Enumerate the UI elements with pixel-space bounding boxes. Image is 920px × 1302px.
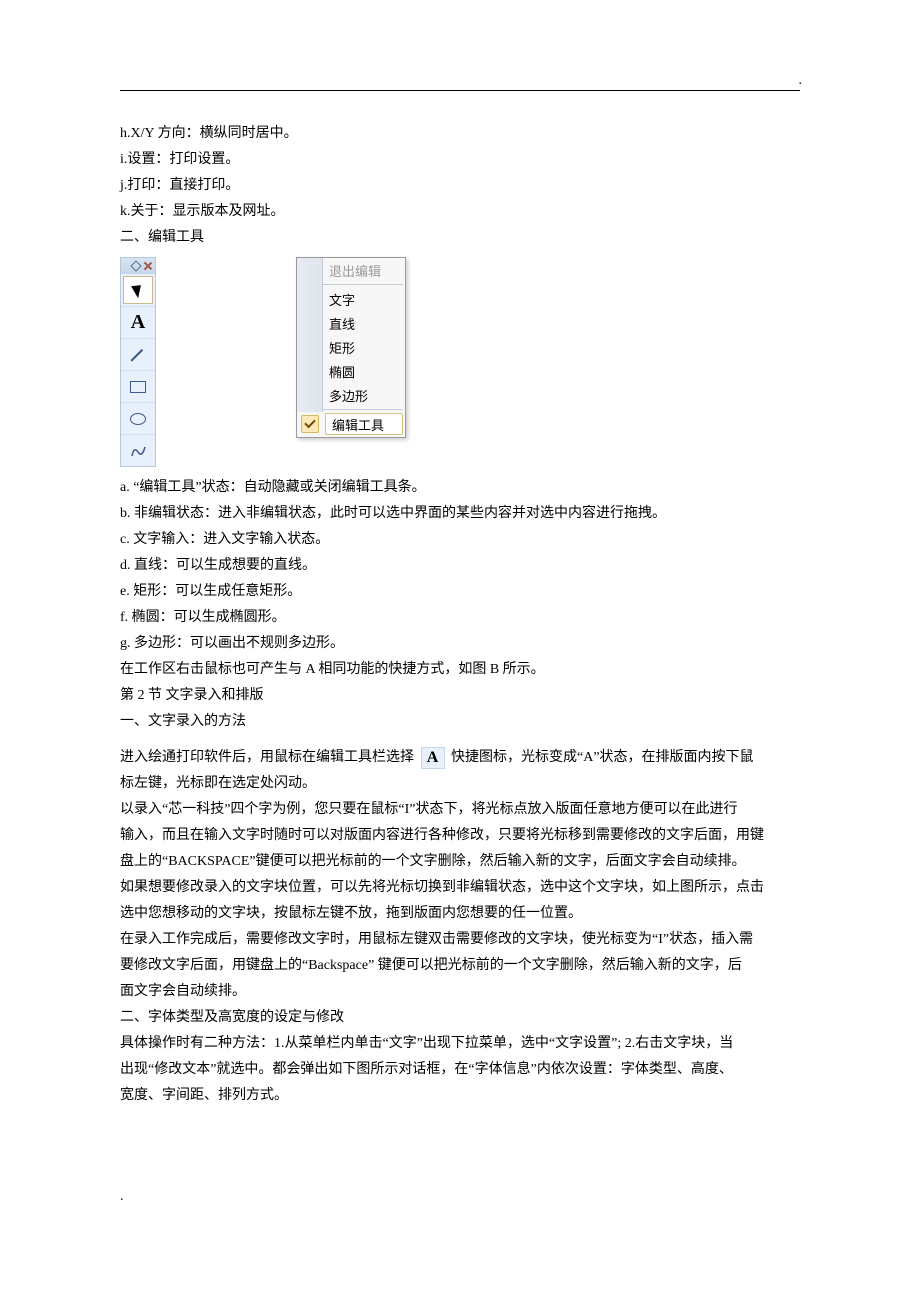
- menu-item-line[interactable]: 直线: [323, 311, 405, 335]
- rect-icon: [130, 381, 146, 393]
- desc-d: d. 直线：可以生成想要的直线。: [120, 553, 800, 579]
- toolbar-header: [121, 258, 155, 274]
- text-line: i.设置：打印设置。: [120, 147, 800, 173]
- figure-row: A 退出编辑 文字 直线 矩形 椭圆 多边形: [120, 257, 800, 467]
- tool-ellipse[interactable]: [121, 402, 155, 434]
- tool-polygon[interactable]: [121, 434, 155, 466]
- footer-dot: .: [120, 1189, 800, 1205]
- desc-f: f. 椭圆：可以生成椭圆形。: [120, 605, 800, 631]
- text-line: k.关于：显示版本及网址。: [120, 199, 800, 225]
- para-line: 选中您想移动的文字块，按鼠标左键不放，拖到版面内您想要的任一位置。: [120, 901, 800, 927]
- section2-sub2: 二、字体类型及高宽度的设定与修改: [120, 1005, 800, 1031]
- menu-item-rect[interactable]: 矩形: [323, 335, 405, 359]
- menu-item-text[interactable]: 文字: [323, 287, 405, 311]
- para-line: 在录入工作完成后，需要修改文字时，用鼠标左键双击需要修改的文字块，使光标变为“I…: [120, 927, 800, 953]
- para-line: 输入，而且在输入文字时随时可以对版面内容进行各种修改，只要将光标移到需要修改的文…: [120, 823, 800, 849]
- para-line: 进入绘通打印软件后，用鼠标在编辑工具栏选择 A 快捷图标，光标变成“A”状态，在…: [120, 745, 800, 771]
- para-text: 进入绘通打印软件后，用鼠标在编辑工具栏选择: [120, 750, 414, 765]
- para-text: 快捷图标，光标变成“A”状态，在排版面内按下鼠: [451, 750, 754, 765]
- check-icon: [301, 415, 319, 433]
- para-line: 要修改文字后面，用键盘上的“Backspace” 键便可以把光标前的一个文字删除…: [120, 953, 800, 979]
- menu-icon-column: [297, 258, 323, 412]
- section-heading: 二、编辑工具: [120, 225, 800, 251]
- tool-line[interactable]: [121, 338, 155, 370]
- menu-separator: [323, 409, 403, 410]
- header-rule: [120, 90, 800, 91]
- menu-exit-edit: 退出编辑: [323, 258, 405, 282]
- para-line: 出现“修改文本”就选中。都会弹出如下图所示对话框，在“字体信息”内依次设置：字体…: [120, 1057, 800, 1083]
- menu-item-polygon[interactable]: 多边形: [323, 383, 405, 407]
- text-line: h.X/Y 方向：横纵同时居中。: [120, 121, 800, 147]
- ellipse-icon: [130, 413, 146, 425]
- desc-e: e. 矩形：可以生成任意矩形。: [120, 579, 800, 605]
- edit-toolbar: A: [120, 257, 156, 467]
- menu-check-column: [297, 412, 323, 436]
- context-menu: 退出编辑 文字 直线 矩形 椭圆 多边形 编辑工具: [296, 257, 406, 438]
- tool-text[interactable]: A: [121, 306, 155, 338]
- para-line: 面文字会自动续排。: [120, 979, 800, 1005]
- tool-cursor[interactable]: [123, 276, 153, 304]
- para-line: 标左键，光标即在选定处闪动。: [120, 771, 800, 797]
- menu-separator: [323, 284, 403, 285]
- menu-item-edit-tools[interactable]: 编辑工具: [325, 413, 403, 435]
- para-line: 以录入“芯一科技”四个字为例，您只要在鼠标“I”状态下，将光标点放入版面任意地方…: [120, 797, 800, 823]
- para-line: 宽度、字间距、排列方式。: [120, 1083, 800, 1109]
- desc-g: g. 多边形：可以画出不规则多边形。: [120, 631, 800, 657]
- desc-c: c. 文字输入：进入文字输入状态。: [120, 527, 800, 553]
- pin-icon[interactable]: [130, 260, 141, 271]
- text-a-icon: A: [131, 311, 145, 334]
- cursor-icon: [131, 282, 146, 299]
- desc-b: b. 非编辑状态：进入非编辑状态，此时可以选中界面的某些内容并对选中内容进行拖拽…: [120, 501, 800, 527]
- menu-item-ellipse[interactable]: 椭圆: [323, 359, 405, 383]
- line-icon: [129, 346, 147, 364]
- para-line: 如果想要修改录入的文字块位置，可以先将光标切换到非编辑状态，选中这个文字块，如上…: [120, 875, 800, 901]
- desc-note: 在工作区右击鼠标也可产生与 A 相同功能的快捷方式，如图 B 所示。: [120, 657, 800, 683]
- text-line: j.打印：直接打印。: [120, 173, 800, 199]
- desc-a: a. “编辑工具”状态：自动隐藏或关闭编辑工具条。: [120, 475, 800, 501]
- inline-a-icon: A: [421, 747, 445, 769]
- section2-sub1: 一、文字录入的方法: [120, 709, 800, 735]
- close-icon[interactable]: [143, 261, 153, 271]
- section2-title: 第 2 节 文字录入和排版: [120, 683, 800, 709]
- polygon-icon: [130, 444, 146, 458]
- para-line: 盘上的“BACKSPACE”键便可以把光标前的一个文字删除，然后输入新的文字，后…: [120, 849, 800, 875]
- tool-rect[interactable]: [121, 370, 155, 402]
- para-line: 具体操作时有二种方法：1.从菜单栏内单击“文字”出现下拉菜单，选中“文字设置”;…: [120, 1031, 800, 1057]
